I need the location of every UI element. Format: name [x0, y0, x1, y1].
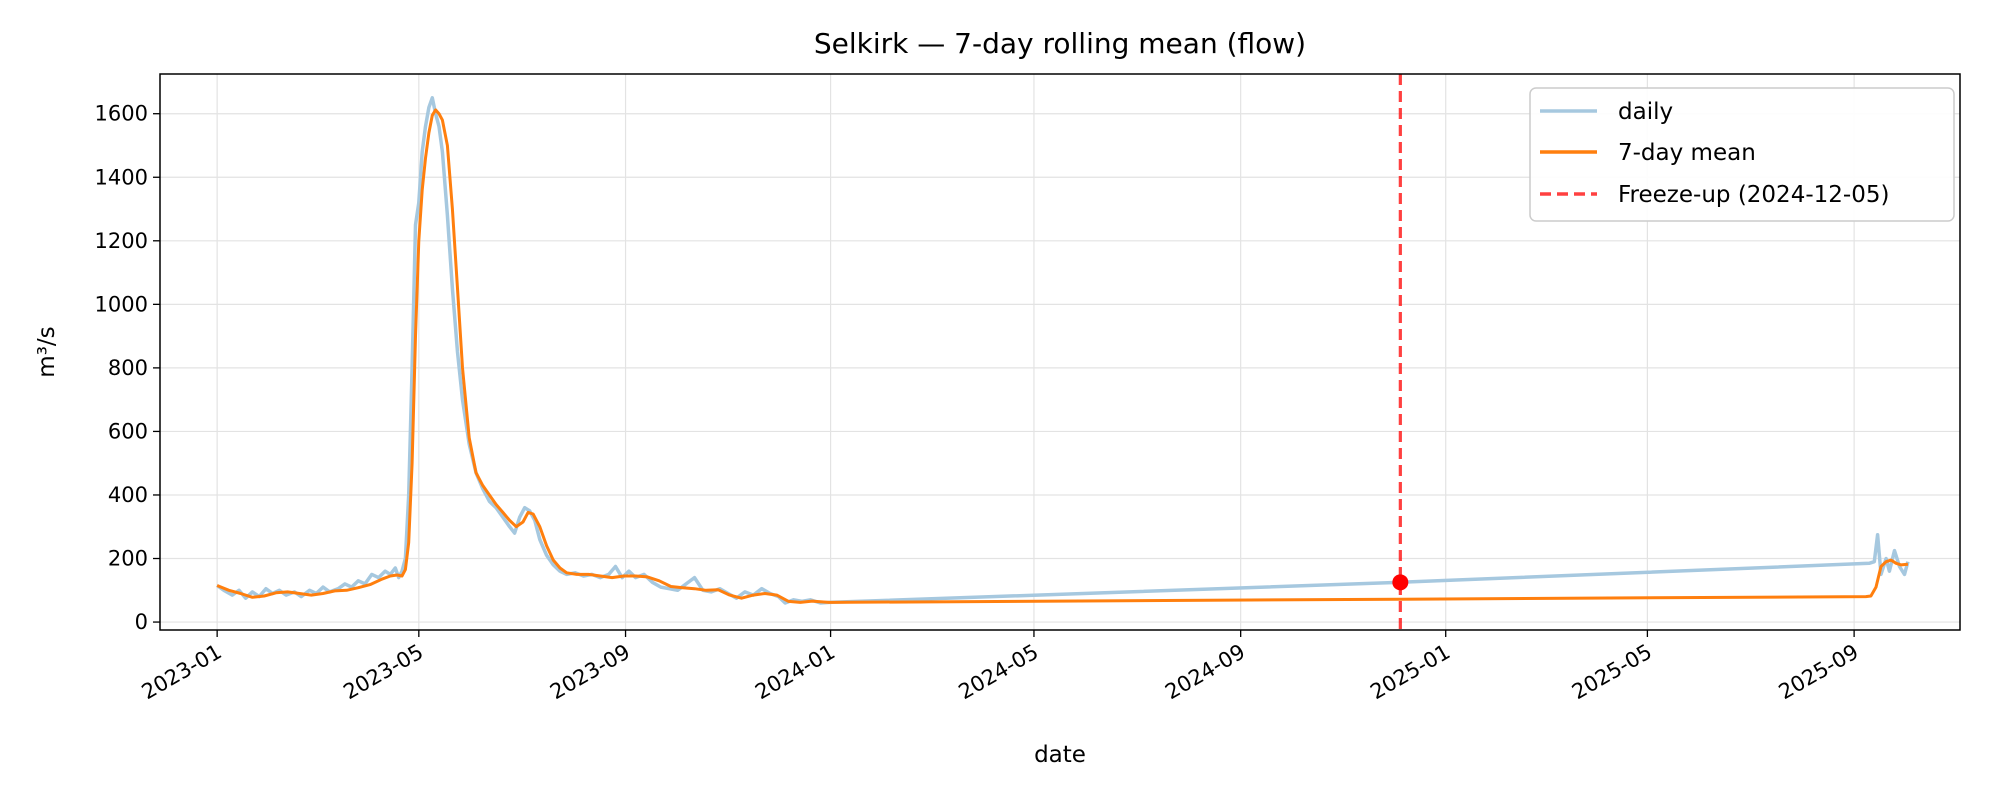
legend-box: [1529, 87, 1955, 222]
y-tick-label: 1600: [95, 102, 148, 126]
series-group: [216, 74, 1910, 630]
legend-freeze-label: Freeze-up (2024-12-05): [1618, 182, 1889, 208]
y-axis-label: m³/s: [34, 326, 60, 377]
y-tick-label: 400: [108, 483, 148, 507]
y-tick-label: 200: [108, 547, 148, 571]
legend: daily 7-day mean Freeze-up (2024-12-05): [1529, 87, 1955, 222]
freeze-up-marker: [1392, 574, 1409, 591]
y-tick-label: 800: [108, 356, 148, 380]
y-tick-label: 0: [135, 610, 148, 634]
y-tick-label: 1400: [95, 165, 148, 189]
legend-mean-label: 7-day mean: [1618, 140, 1756, 166]
rolling-mean-series-line: [216, 108, 1909, 604]
legend-daily-label: daily: [1618, 99, 1673, 125]
y-tick-label: 1200: [95, 229, 148, 253]
y-tick-label: 1000: [95, 292, 148, 316]
chart-title: Selkirk — 7-day rolling mean (flow): [814, 27, 1306, 60]
y-tick-label: 600: [108, 419, 148, 443]
plot-frame: [159, 73, 1961, 631]
x-axis-label: date: [1034, 742, 1086, 768]
